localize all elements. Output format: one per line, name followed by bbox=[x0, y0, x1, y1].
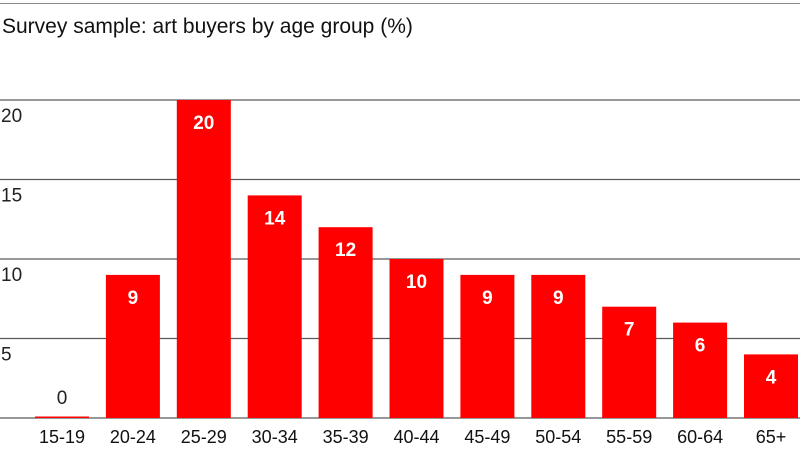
data-label-20-24: 9 bbox=[128, 288, 139, 309]
y-tick-label-20: 20 bbox=[1, 106, 22, 127]
bar-35-39 bbox=[318, 227, 373, 418]
data-label-45-49: 9 bbox=[482, 288, 493, 309]
x-tick-label-65+: 65+ bbox=[756, 427, 787, 447]
top-rule bbox=[0, 3, 800, 4]
x-tick-label-40-44: 40-44 bbox=[393, 427, 439, 447]
y-tick-label-10: 10 bbox=[1, 265, 22, 286]
data-label-25-29: 20 bbox=[193, 113, 214, 134]
bar-55-59 bbox=[602, 306, 657, 418]
x-tick-label-30-34: 30-34 bbox=[252, 427, 298, 447]
y-tick-label-15: 15 bbox=[1, 186, 22, 207]
bar-25-29 bbox=[176, 100, 231, 418]
bar-30-34 bbox=[247, 195, 302, 418]
bar-15-19 bbox=[35, 416, 89, 418]
bar-40-44 bbox=[389, 259, 444, 418]
x-tick-label-15-19: 15-19 bbox=[39, 427, 85, 447]
bar-45-49 bbox=[460, 274, 515, 418]
data-label-35-39: 12 bbox=[335, 240, 356, 261]
data-label-30-34: 14 bbox=[264, 208, 286, 229]
data-label-55-59: 7 bbox=[624, 320, 635, 341]
data-label-65+: 4 bbox=[766, 367, 777, 388]
bar-65+ bbox=[744, 354, 798, 418]
bar-50-54 bbox=[531, 274, 586, 418]
x-tick-label-25-29: 25-29 bbox=[181, 427, 227, 447]
data-label-50-54: 9 bbox=[553, 288, 564, 309]
bar-60-64 bbox=[673, 322, 728, 418]
x-tick-label-50-54: 50-54 bbox=[535, 427, 581, 447]
x-tick-label-55-59: 55-59 bbox=[606, 427, 652, 447]
y-tick-label-5: 5 bbox=[1, 345, 12, 366]
chart-title: Survey sample: art buyers by age group (… bbox=[2, 15, 413, 38]
data-label-15-19: 0 bbox=[57, 388, 68, 409]
x-tick-label-45-49: 45-49 bbox=[464, 427, 510, 447]
x-tick-label-60-64: 60-64 bbox=[677, 427, 723, 447]
x-tick-label-20-24: 20-24 bbox=[110, 427, 156, 447]
data-label-60-64: 6 bbox=[695, 336, 706, 357]
x-tick-label-35-39: 35-39 bbox=[323, 427, 369, 447]
bar-20-24 bbox=[105, 274, 160, 418]
data-label-40-44: 10 bbox=[406, 272, 427, 293]
